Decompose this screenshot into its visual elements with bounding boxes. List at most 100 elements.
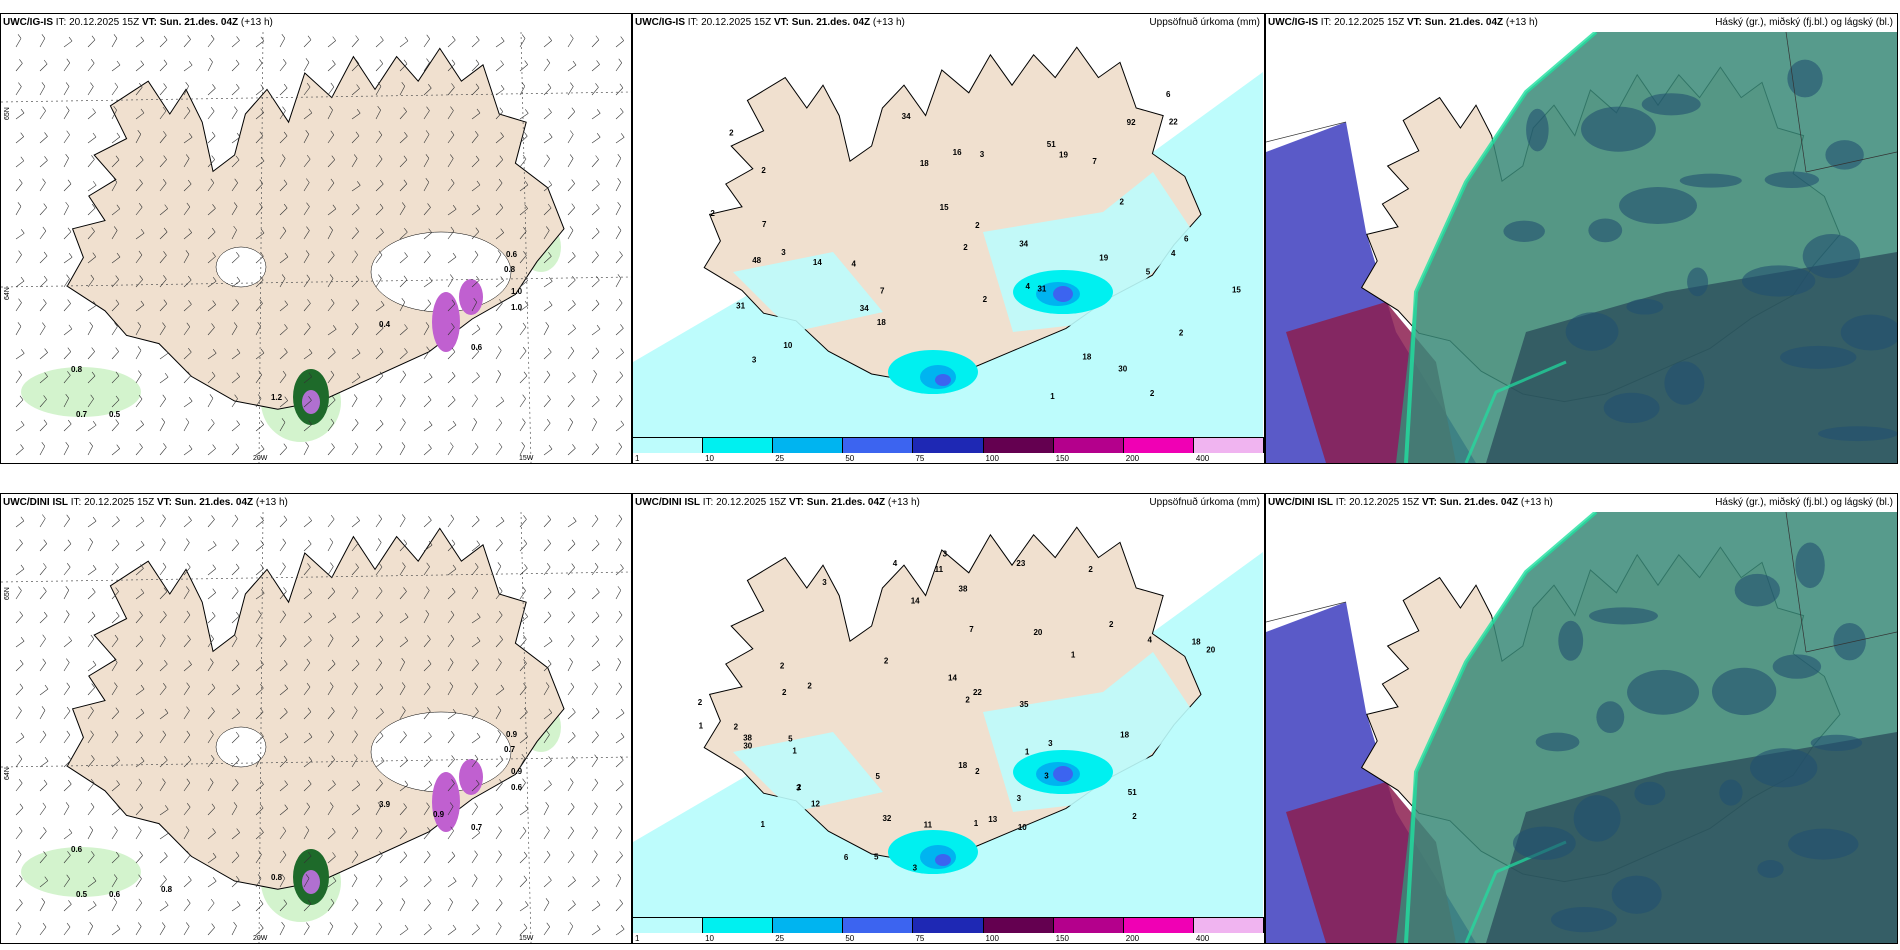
wind-barb <box>260 228 265 234</box>
wind-barb <box>399 111 407 120</box>
wind-barb <box>399 446 406 456</box>
wind-barb <box>547 203 552 209</box>
wind-barb <box>523 851 528 857</box>
wind-barb <box>39 926 47 936</box>
wind-barb <box>591 711 600 720</box>
wind-barb <box>67 227 72 232</box>
wind-barb <box>39 638 46 648</box>
wind-barb <box>135 807 143 816</box>
wind-barb <box>500 85 505 90</box>
wind-barb <box>615 784 624 792</box>
wind-barb <box>63 398 69 408</box>
wind-barb <box>135 520 145 528</box>
wind-barb <box>159 687 167 696</box>
wind-value-label: 0.6 <box>511 783 523 792</box>
wind-barb <box>452 564 457 570</box>
wind-barb <box>499 779 503 784</box>
wind-barb <box>283 179 288 185</box>
wind-barb <box>20 516 25 522</box>
wind-barb <box>452 708 457 714</box>
wind-barb <box>231 638 238 648</box>
wind-barb <box>207 638 214 648</box>
cloud-patch <box>1634 781 1666 806</box>
wind-barb <box>111 182 118 192</box>
wind-barb <box>303 352 313 360</box>
panel-variable-title: Háský (gr.), miðský (fj.bl.) og lágský (… <box>1715 17 1893 28</box>
wind-barb <box>87 256 96 264</box>
wind-barb <box>279 663 288 672</box>
wind-barb <box>308 612 313 617</box>
wind-barb <box>354 754 358 759</box>
wind-barb <box>279 566 286 576</box>
wind-barb <box>39 591 47 600</box>
wind-barb <box>451 731 455 736</box>
wind-barb <box>471 159 480 168</box>
wind-barb <box>618 682 623 688</box>
wind-barb <box>140 36 145 41</box>
wind-barb <box>255 757 261 768</box>
wind-barb <box>447 158 454 168</box>
wind-barb <box>471 328 481 336</box>
wind-barb <box>450 130 455 136</box>
wind-barb <box>567 38 574 48</box>
wind-barb <box>423 350 430 360</box>
wind-barb <box>135 374 142 384</box>
wind-barb <box>260 444 265 450</box>
wind-barb <box>281 274 286 279</box>
wind-barb <box>255 398 262 408</box>
wind-barb <box>327 542 334 552</box>
wind-barb <box>20 229 25 234</box>
cloud-patch <box>1750 748 1818 788</box>
wind-barb <box>236 348 241 354</box>
wind-barb <box>543 374 551 384</box>
wind-barb <box>140 60 144 65</box>
panel-title: UWC/IG-IS IT: 20.12.2025 15Z VT: Sun. 21… <box>635 17 905 28</box>
wind-barb <box>355 323 359 328</box>
wind-barb <box>399 710 406 720</box>
wind-barb <box>44 876 49 881</box>
wind-barb <box>303 112 313 120</box>
wind-barb <box>428 277 433 282</box>
wind-barb <box>543 902 550 912</box>
wind-barb <box>15 424 25 432</box>
wind-barb <box>187 35 191 40</box>
wind-barb <box>282 826 287 832</box>
precip-area <box>1053 286 1073 302</box>
wind-barb <box>423 784 433 792</box>
wind-barb <box>42 106 46 111</box>
wind-barb <box>375 375 384 384</box>
wind-barb <box>111 662 118 672</box>
wind-barb <box>476 515 480 521</box>
wind-barb <box>89 322 93 327</box>
wind-barb <box>403 803 407 808</box>
low-cloud-area <box>1486 252 1897 463</box>
wind-barb <box>498 322 503 328</box>
wind-barb <box>471 87 480 96</box>
wind-barb <box>282 562 286 567</box>
wind-barb <box>426 346 430 351</box>
wind-barb <box>427 203 431 208</box>
wind-barb <box>332 612 337 618</box>
wind-barb <box>618 538 622 543</box>
wind-barb <box>259 275 264 281</box>
wind-barb <box>260 84 264 89</box>
wind-barb <box>476 108 481 114</box>
wind-barb <box>401 514 406 519</box>
precip-value-label: 14 <box>813 258 822 267</box>
wind-barb <box>43 779 48 785</box>
wind-barb <box>404 324 408 329</box>
precip-area-light <box>633 552 1263 917</box>
wind-barb <box>113 178 118 183</box>
wind-barb <box>591 664 601 672</box>
wind-barb <box>19 875 23 880</box>
wind-barb <box>591 303 600 312</box>
wind-barb <box>423 182 430 192</box>
wind-barb <box>183 254 190 264</box>
wind-barb <box>111 326 118 336</box>
wind-barb <box>186 730 191 736</box>
wind-barb <box>68 36 73 42</box>
wind-barb <box>139 275 143 280</box>
wind-barb <box>595 83 599 88</box>
wind-barb <box>447 208 457 216</box>
wind-barb <box>113 226 118 231</box>
